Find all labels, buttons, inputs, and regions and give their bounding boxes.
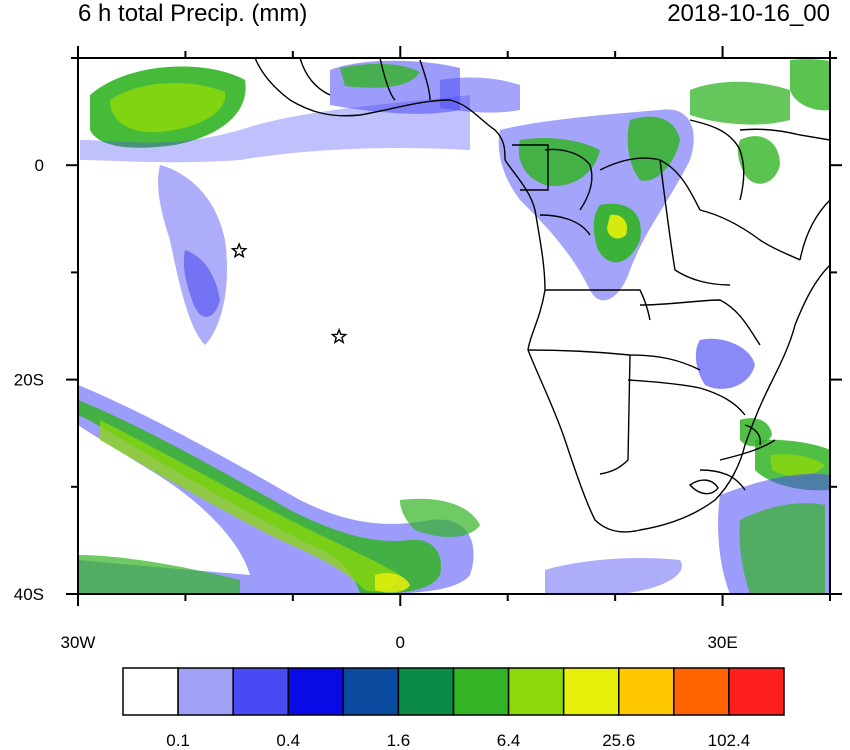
star-marker-1: [230, 242, 248, 259]
colorbar-swatch: [507, 667, 565, 716]
y-tick-label: 0: [35, 156, 44, 175]
y-tick-label: 40S: [14, 585, 44, 604]
colorbar-swatch: [673, 667, 730, 716]
colorbar-swatch: [452, 667, 510, 716]
x-tick-label: 30W: [61, 633, 96, 652]
x-tick-label: 0: [396, 633, 405, 652]
colorbar-label: 0.1: [166, 731, 190, 750]
colorbar-swatch: [397, 667, 455, 716]
map-axes: 30W 0 30E 0 20S 40S: [14, 46, 842, 652]
y-tick-label: 20S: [14, 371, 44, 390]
colorbar-label: 1.6: [387, 731, 411, 750]
colorbar-swatch: [232, 667, 290, 716]
colorbar-label: 6.4: [497, 731, 521, 750]
star-marker-2: [330, 327, 348, 345]
precipitation-field: [78, 59, 830, 594]
colorbar-swatch: [562, 667, 620, 716]
colorbar-swatch: [728, 667, 785, 716]
x-tick-label: 30E: [707, 633, 737, 652]
colorbar-label: 25.6: [602, 731, 635, 750]
map-date: 2018-10-16_00: [667, 0, 830, 27]
colorbar-label: 0.4: [276, 731, 300, 750]
colorbar-swatch: [177, 667, 234, 716]
colorbar-swatch: [618, 667, 675, 716]
colorbar-swatch: [287, 667, 345, 716]
coastlines-borders: [254, 58, 830, 533]
colorbar-label: 102.4: [708, 731, 751, 750]
colorbar-swatch: [122, 667, 179, 716]
colorbar: 0.1 0.4 1.6 6.4 25.6 102.4: [122, 667, 785, 750]
map-frame: [77, 57, 831, 595]
map-title: 6 h total Precip. (mm): [78, 0, 308, 27]
colorbar-swatch: [342, 667, 400, 716]
